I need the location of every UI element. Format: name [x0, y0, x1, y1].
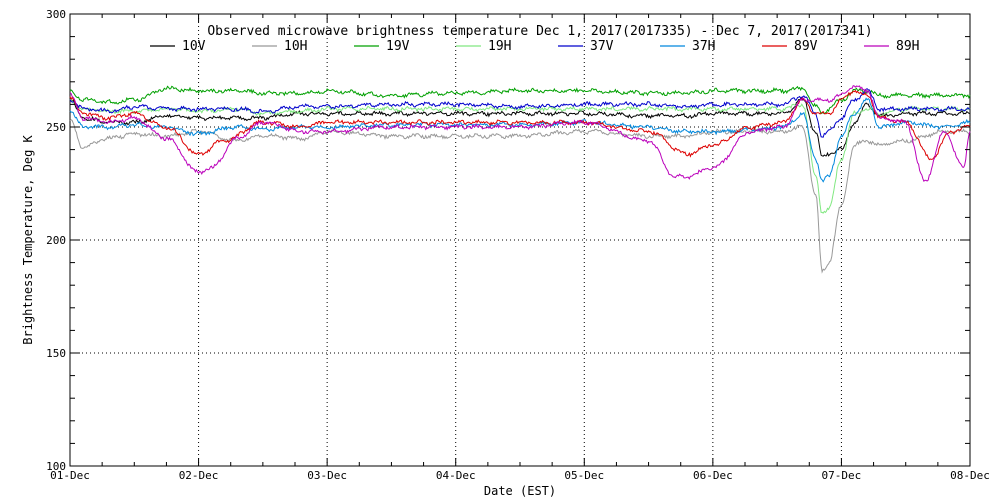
legend-label-10H: 10H [284, 39, 307, 54]
legend-label-19V: 19V [386, 39, 410, 54]
series-line-37H [69, 97, 971, 183]
series-layer [69, 85, 971, 274]
y-tick-label: 250 [46, 121, 66, 134]
x-tick-label: 01-Dec [50, 469, 90, 482]
series-line-10H [69, 119, 971, 274]
plot-area [69, 13, 971, 467]
legend-label-89H: 89H [896, 39, 919, 54]
y-tick-label: 200 [46, 234, 66, 247]
legend: 10V 10H 19V 19H 37V 37H 89V 89H [150, 39, 919, 54]
series-line-19H [69, 98, 971, 214]
x-axis-label: Date (EST) [484, 484, 556, 498]
chart-title: Observed microwave brightness temperatur… [207, 24, 872, 39]
y-tick-label: 100 [46, 460, 66, 473]
axes-layer: 01-Dec 02-Dec 03-Dec 04-Dec 05-Dec 06-Dec 07-D… [46, 8, 990, 482]
series-line-19V [69, 85, 971, 115]
y-tick-label: 150 [46, 347, 66, 360]
legend-label-37V: 37V [590, 39, 614, 54]
x-tick-label: 03-Dec [307, 469, 347, 482]
x-tick-label: 04-Dec [436, 469, 476, 482]
x-tick-label: 08-Dec [950, 469, 990, 482]
series-line-89H [69, 85, 971, 183]
grid-layer [70, 14, 970, 466]
series-line-89V [69, 89, 971, 161]
legend-label-37H: 37H [692, 39, 715, 54]
x-tick-label: 02-Dec [179, 469, 219, 482]
legend-label-10V: 10V [182, 39, 206, 54]
legend-label-89V: 89V [794, 39, 818, 54]
y-tick-label: 300 [46, 8, 66, 21]
legend-label-19H: 19H [488, 39, 511, 54]
series-line-10V [69, 96, 971, 157]
x-tick-label: 07-Dec [822, 469, 862, 482]
x-tick-label: 06-Dec [693, 469, 733, 482]
x-tick-label: 05-Dec [564, 469, 604, 482]
y-axis-label: Brightness Temperature, Deg K [21, 134, 35, 344]
series-line-37V [69, 88, 971, 138]
